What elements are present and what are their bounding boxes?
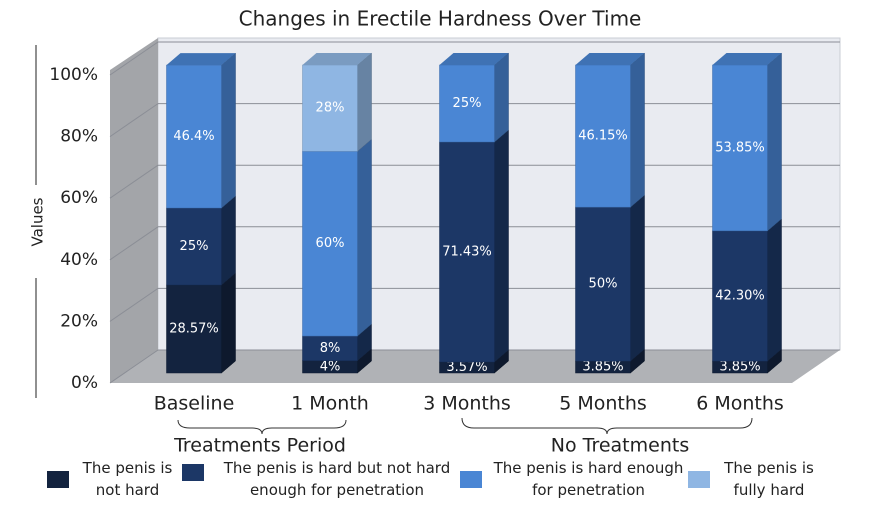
legend-swatch xyxy=(47,471,69,488)
legend-label: The penis is fully hard xyxy=(724,459,814,499)
bar xyxy=(302,64,358,152)
bar-top xyxy=(575,53,645,65)
x-tick-label: Baseline xyxy=(154,393,235,415)
bar-side xyxy=(221,52,236,209)
bar-top xyxy=(439,53,509,65)
bar-side xyxy=(357,138,372,337)
bar-top xyxy=(166,53,236,66)
bar xyxy=(439,141,495,363)
value-label: 25% xyxy=(180,239,209,254)
legend-label: The penis is not hard xyxy=(82,459,173,499)
y-tick-label: 40% xyxy=(60,250,98,270)
bar xyxy=(166,64,222,209)
chart-title: Changes in Erectile Hardness Over Time xyxy=(239,7,642,31)
grid-line xyxy=(109,349,159,384)
bar-top xyxy=(302,53,372,65)
value-label: 8% xyxy=(320,341,341,356)
x-tick-label: 3 Months xyxy=(423,393,511,415)
value-label: 50% xyxy=(589,277,618,292)
legend-label: The penis is hard but not hard enough fo… xyxy=(223,459,451,499)
bar-side xyxy=(630,52,645,208)
bar xyxy=(302,150,358,337)
value-label: 3.57% xyxy=(446,360,487,375)
value-label: 25% xyxy=(453,96,482,111)
value-label: 28.57% xyxy=(169,322,219,337)
group-label: Treatments Period xyxy=(173,435,346,457)
value-label: 4% xyxy=(320,359,341,374)
group-label: No Treatments xyxy=(551,435,689,457)
grid-line xyxy=(109,226,159,261)
brace xyxy=(177,419,347,435)
x-tick-label: 5 Months xyxy=(559,393,647,415)
bar xyxy=(712,64,768,232)
grid-line xyxy=(109,287,159,322)
y-tick-label: 60% xyxy=(60,188,98,208)
value-label: 71.43% xyxy=(442,245,492,260)
bar-side xyxy=(357,52,372,152)
bar xyxy=(439,64,495,143)
bar-side xyxy=(630,194,645,362)
bar xyxy=(575,206,631,362)
bar-side xyxy=(494,129,509,363)
value-label: 46.4% xyxy=(173,129,214,144)
value-label: 42.30% xyxy=(715,289,765,304)
value-label: 46.15% xyxy=(578,129,628,144)
bar-side xyxy=(767,218,782,362)
legend-swatch xyxy=(460,471,482,488)
y-tick-label: 20% xyxy=(60,311,98,331)
value-label: 28% xyxy=(316,101,345,116)
grid-line xyxy=(109,41,159,76)
x-tick-label: 1 Month xyxy=(291,393,369,415)
value-label: 3.85% xyxy=(719,360,760,375)
bar-top xyxy=(712,53,782,65)
y-axis-label: Values xyxy=(29,197,47,246)
grid-line xyxy=(109,103,159,138)
value-label: 53.85% xyxy=(715,140,765,155)
y-tick-label: 80% xyxy=(60,127,98,147)
legend-swatch xyxy=(688,471,710,488)
value-label: 3.85% xyxy=(582,360,623,375)
legend-label: The penis is hard enough for penetration xyxy=(493,459,684,499)
bar xyxy=(712,230,768,362)
y-tick-label: 100% xyxy=(49,65,98,85)
legend-swatch xyxy=(182,464,204,481)
bar-side xyxy=(221,272,236,374)
bar xyxy=(166,207,222,286)
brace xyxy=(461,417,753,435)
bar-side xyxy=(221,195,236,286)
value-label: 60% xyxy=(316,236,345,251)
left-wall xyxy=(110,38,158,383)
y-tick-label: 0% xyxy=(71,373,98,393)
x-tick-label: 6 Months xyxy=(696,393,784,415)
bar-side xyxy=(494,52,509,143)
bar xyxy=(166,284,222,374)
bar-side xyxy=(767,52,782,232)
grid-line xyxy=(109,164,159,199)
bar xyxy=(575,64,631,208)
bar xyxy=(302,335,358,361)
